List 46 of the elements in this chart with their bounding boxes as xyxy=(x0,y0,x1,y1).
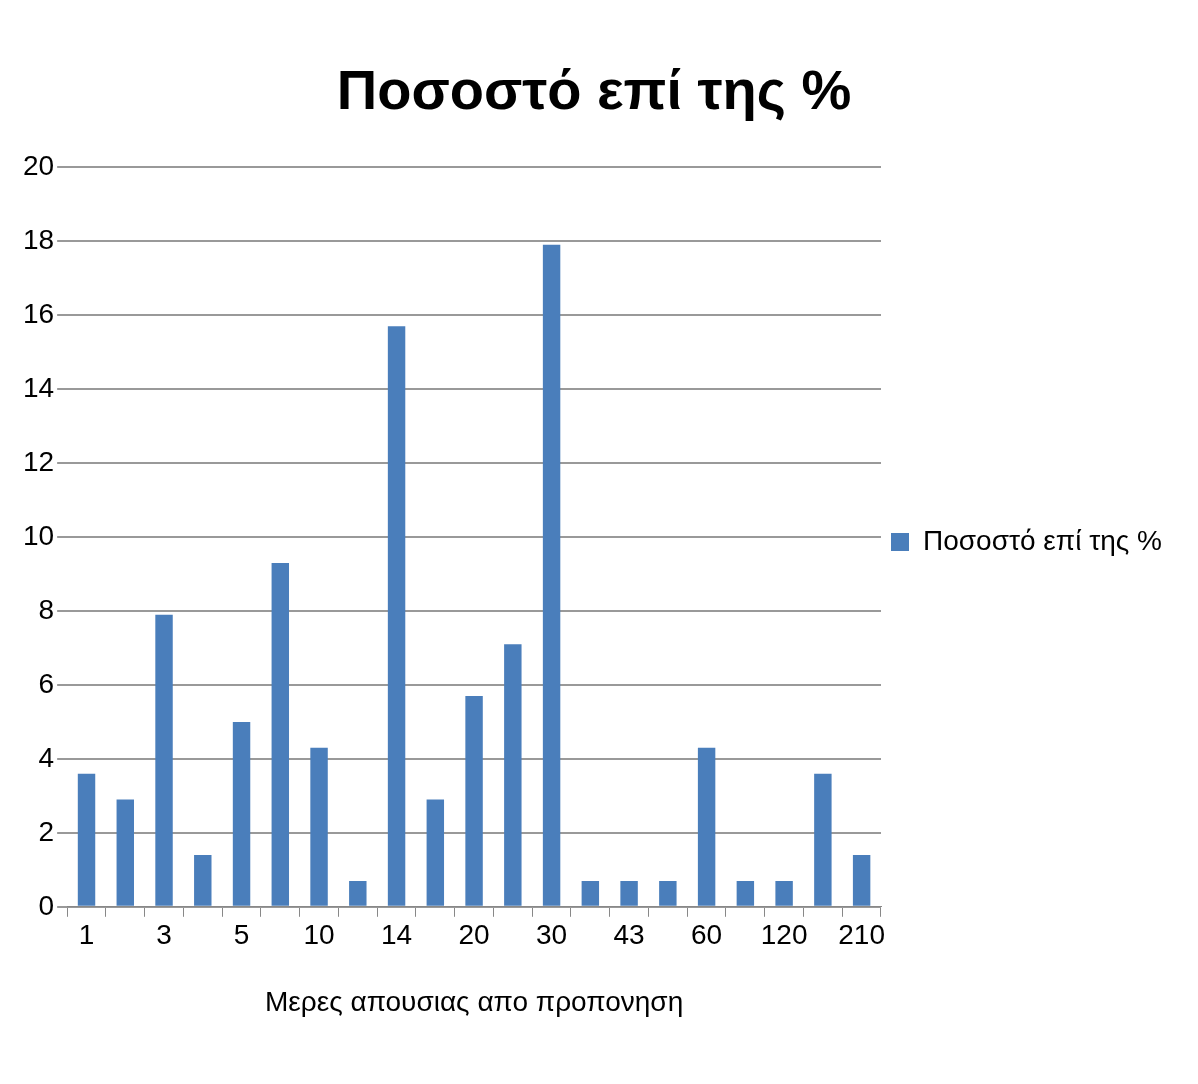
bar xyxy=(736,880,755,906)
x-tick-label: 210 xyxy=(838,919,885,951)
bar xyxy=(542,244,561,906)
x-tick-label: 3 xyxy=(156,919,172,951)
y-tick-label: 2 xyxy=(38,815,55,847)
bar xyxy=(271,562,290,906)
bar xyxy=(116,799,134,906)
y-tick-label: 4 xyxy=(38,741,55,773)
x-tick-label: 14 xyxy=(380,919,413,951)
y-tick-label: 8 xyxy=(38,593,55,625)
y-tick-label: 20 xyxy=(22,149,55,181)
bar xyxy=(232,721,251,906)
bar xyxy=(504,644,522,906)
bar xyxy=(852,855,871,906)
y-tick-label: 10 xyxy=(22,519,55,551)
bar xyxy=(155,614,173,906)
bar xyxy=(659,880,677,906)
x-tick-label: 60 xyxy=(691,919,723,951)
x-tick-label: 30 xyxy=(536,919,568,951)
bar xyxy=(194,855,212,906)
y-tick-label: 12 xyxy=(22,445,55,477)
bar xyxy=(310,747,328,906)
x-tick-label: 43 xyxy=(613,919,645,951)
bar xyxy=(387,326,406,906)
bar xyxy=(581,880,600,906)
bar xyxy=(349,880,367,906)
y-tick-label: 16 xyxy=(22,297,55,329)
x-axis-title: Μερες απουσιας απο προπονηση xyxy=(264,985,684,1017)
x-tick-label: 20 xyxy=(458,919,490,951)
bar xyxy=(426,799,445,906)
bar xyxy=(775,880,793,906)
bar xyxy=(814,773,832,906)
bar xyxy=(620,880,638,906)
y-tick-label: 14 xyxy=(22,371,55,403)
chart-title: Ποσοστό επί της % xyxy=(336,58,852,122)
y-tick-label: 18 xyxy=(22,223,55,255)
bar xyxy=(697,747,716,906)
legend-label: Ποσοστό επί της % xyxy=(923,524,1162,556)
x-tick-label: 120 xyxy=(760,919,808,951)
x-tick-label: 10 xyxy=(303,919,335,951)
bar xyxy=(465,696,483,906)
x-tick-label: 5 xyxy=(233,919,250,951)
bar xyxy=(77,773,96,906)
y-tick-label: 6 xyxy=(38,667,55,699)
x-tick-label: 1 xyxy=(78,919,95,951)
y-tick-label: 0 xyxy=(38,889,55,921)
